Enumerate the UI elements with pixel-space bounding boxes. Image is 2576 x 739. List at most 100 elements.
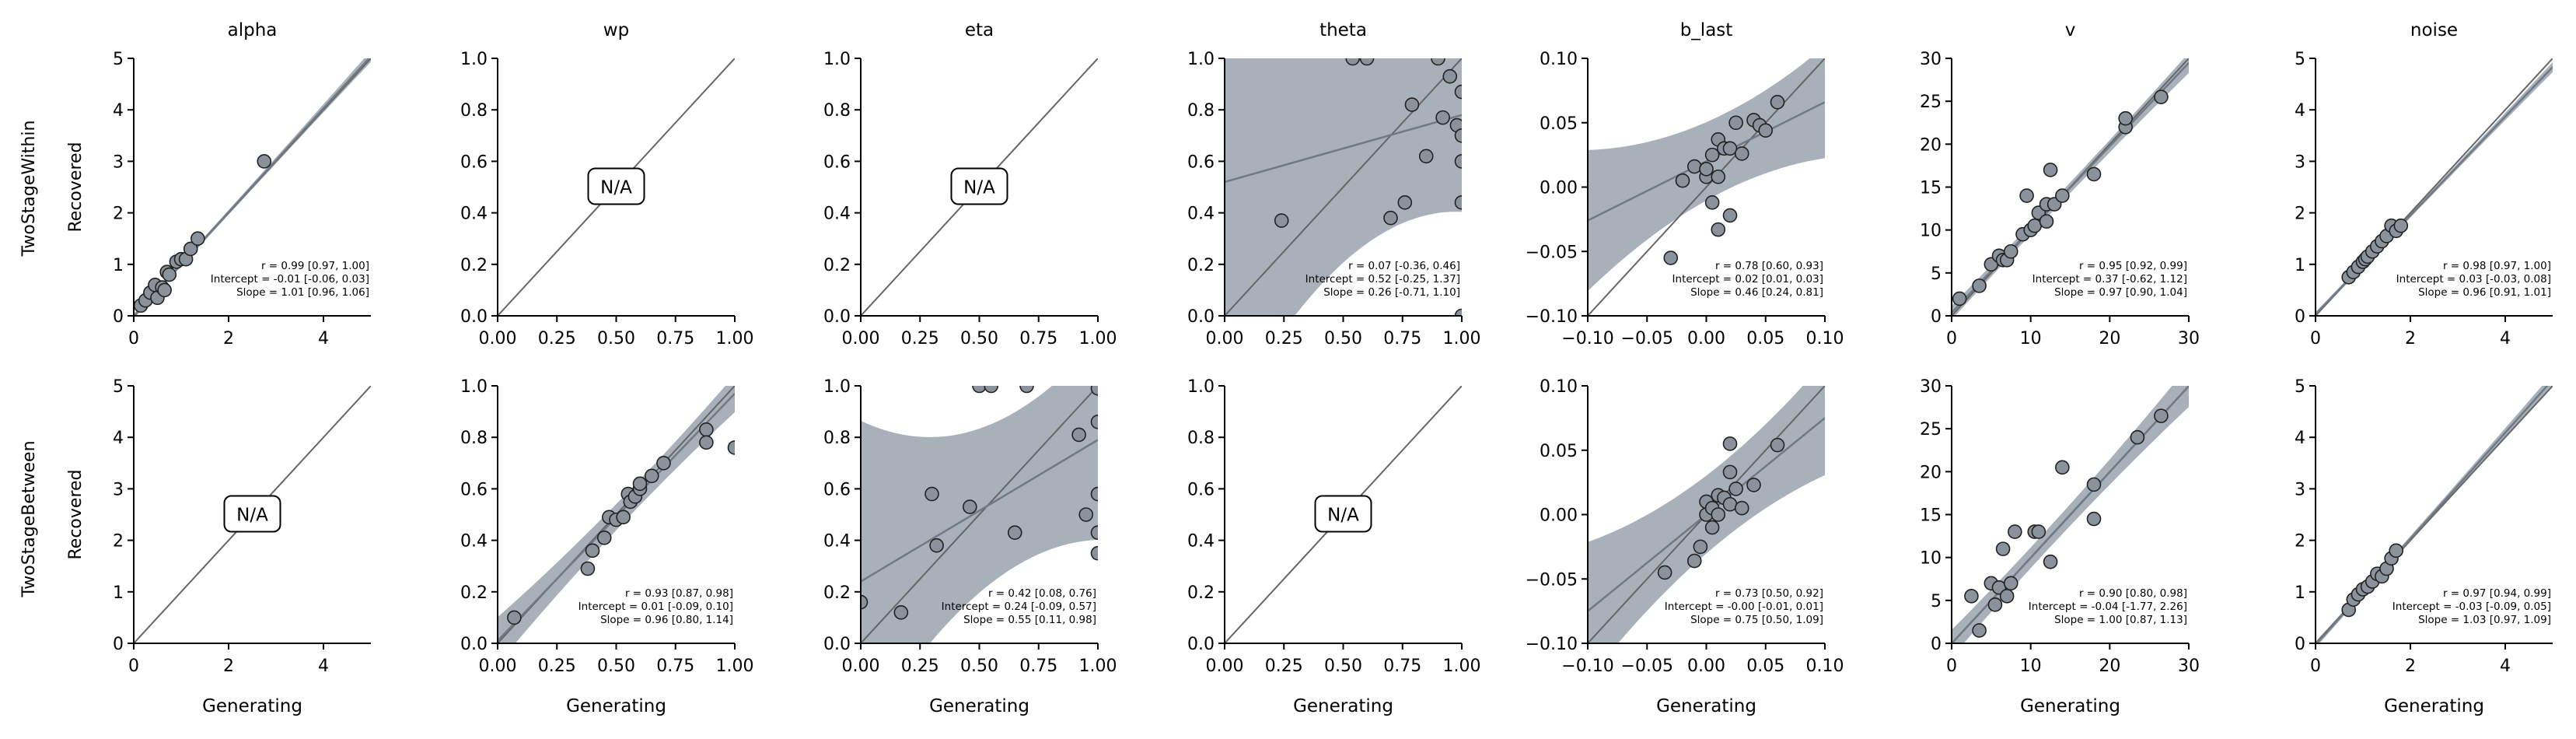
data-point <box>1383 210 1398 226</box>
data-point <box>1722 208 1738 223</box>
y-tick-label: 0.2 <box>1187 256 1215 275</box>
x-tick-label: 0.00 <box>1206 329 1244 348</box>
data-point <box>1722 464 1738 480</box>
x-tick-label: 0.50 <box>960 329 998 348</box>
x-tick-label: 0.75 <box>1019 329 1057 348</box>
x-tick-label: 4 <box>318 329 329 348</box>
panel-wp: 0.00 0.25 0.50 0.75 1.00 0.0 0.2 0.4 0.6 0.8 1.0 wp… <box>460 20 753 348</box>
x-tick-label: 0.25 <box>901 657 939 676</box>
na-box <box>950 167 1008 205</box>
panel-v: 0 10 20 30 0 5 10 15 20 25 30 v r = 0.95 [0.92, 0.99… <box>1920 20 2200 348</box>
x-tick-label: 0.05 <box>1746 657 1784 676</box>
stat-annotation: Intercept = -0.01 [-0.06, 0.03] <box>211 273 369 285</box>
data-point <box>2003 243 2019 259</box>
stat-annotation: r = 0.07 [-0.36, 0.46] <box>1348 260 1460 272</box>
stat-annotation: Intercept = 0.03 [-0.03, 0.08] <box>2396 273 2551 285</box>
y-tick-label: 0.6 <box>460 152 488 172</box>
data-point <box>699 422 714 437</box>
data-point <box>1071 427 1086 443</box>
confidence-band <box>1225 58 1462 316</box>
x-tick-label: 0.50 <box>960 657 998 676</box>
y-tick-label: 0.6 <box>1187 152 1215 172</box>
data-point <box>1728 482 1743 496</box>
y-tick-label: 0.00 <box>1540 179 1578 198</box>
data-point <box>984 386 999 394</box>
data-point <box>162 267 177 282</box>
x-tick-label: 0.05 <box>1746 329 1784 348</box>
stat-annotation: Slope = 1.01 [0.96, 1.06] <box>236 286 369 299</box>
y-tick-label: 0.2 <box>823 256 851 275</box>
y-tick-label: 1.0 <box>460 50 488 69</box>
na-label: N/A <box>600 178 632 198</box>
x-axis-label: Generating <box>202 696 302 716</box>
x-tick-label: 0.25 <box>538 329 576 348</box>
y-tick-label: 0.8 <box>823 429 851 448</box>
x-tick-label: 0.75 <box>1383 657 1421 676</box>
stat-annotation: r = 0.93 [0.87, 0.98] <box>625 587 733 600</box>
data-point <box>632 476 648 492</box>
x-tick-label: 0 <box>128 657 139 676</box>
x-tick-label: 1.00 <box>1443 657 1481 676</box>
na-box <box>1314 495 1372 533</box>
data-point <box>1090 545 1098 561</box>
data-point <box>596 530 612 545</box>
y-tick-label: 0.0 <box>823 307 851 327</box>
y-tick-label: 0.0 <box>460 307 488 327</box>
data-point <box>1007 525 1022 540</box>
na-box <box>223 495 281 533</box>
x-tick-label: 0.00 <box>842 657 880 676</box>
x-tick-label: 2 <box>2405 329 2416 348</box>
data-point <box>616 510 631 525</box>
stat-annotation: r = 0.95 [0.92, 0.99] <box>2079 260 2187 272</box>
x-tick-label: 0.00 <box>1206 657 1244 676</box>
data-point <box>1442 68 1458 84</box>
row-label-two-stage-within: TwoStageWithin <box>19 121 39 257</box>
x-axis-label: Generating <box>1656 696 1756 716</box>
data-point <box>507 610 522 625</box>
y-tick-label: 0.0 <box>823 635 851 654</box>
data-point <box>1454 84 1462 100</box>
data-point <box>1734 146 1749 161</box>
y-tick-label: 20 <box>1920 135 1942 155</box>
data-point <box>1987 597 2003 612</box>
plot-area <box>1952 58 2189 316</box>
x-tick-label: 30 <box>2178 329 2200 348</box>
data-point <box>585 543 600 559</box>
y-tick-label: 1.0 <box>460 377 488 397</box>
x-axis-label: Generating <box>566 696 666 716</box>
data-point <box>2086 166 2102 182</box>
y-tick-label: 0.4 <box>460 205 488 224</box>
data-point <box>1728 115 1743 131</box>
data-point <box>1090 525 1098 540</box>
y-tick-label: 1 <box>2295 256 2305 275</box>
regression-line <box>1225 114 1462 184</box>
y-tick-label: 0.0 <box>1187 307 1215 327</box>
panel-row1-col0: 0 2 4 0 1 2 3 4 5 Recovered Generating N/A <box>66 377 371 716</box>
x-tick-label: 0.00 <box>1687 329 1725 348</box>
panel-eta: 0.00 0.25 0.50 0.75 1.00 0.0 0.2 0.4 0.6 0.8 1.0 et… <box>823 20 1117 348</box>
x-tick-label: 0.00 <box>479 329 517 348</box>
x-tick-label: 0.10 <box>1806 657 1844 676</box>
x-tick-label: −0.05 <box>1621 657 1673 676</box>
data-point <box>2003 576 2019 591</box>
y-tick-label: 0.6 <box>823 152 851 172</box>
y-tick-label: 15 <box>1920 179 1942 198</box>
data-point <box>1663 250 1679 265</box>
y-tick-label: 0.0 <box>1187 635 1215 654</box>
na-box <box>587 167 645 205</box>
stat-annotation: Slope = 0.96 [0.91, 1.01] <box>2418 286 2551 299</box>
stat-annotation: r = 0.78 [0.60, 0.93] <box>1715 260 1823 272</box>
x-tick-label: 2 <box>2405 657 2416 676</box>
y-tick-label: 2 <box>113 532 124 552</box>
data-point <box>1952 291 1967 306</box>
data-point <box>2031 524 2046 539</box>
data-point <box>2055 460 2070 475</box>
x-tick-label: 2 <box>223 329 234 348</box>
y-tick-label: 0.2 <box>460 256 488 275</box>
data-point <box>257 154 272 169</box>
y-tick-label: 0.4 <box>460 532 488 552</box>
x-tick-label: 1.00 <box>1079 657 1117 676</box>
data-point <box>1999 589 2015 604</box>
y-tick-label: 4 <box>2295 101 2305 121</box>
data-point <box>1734 500 1749 516</box>
